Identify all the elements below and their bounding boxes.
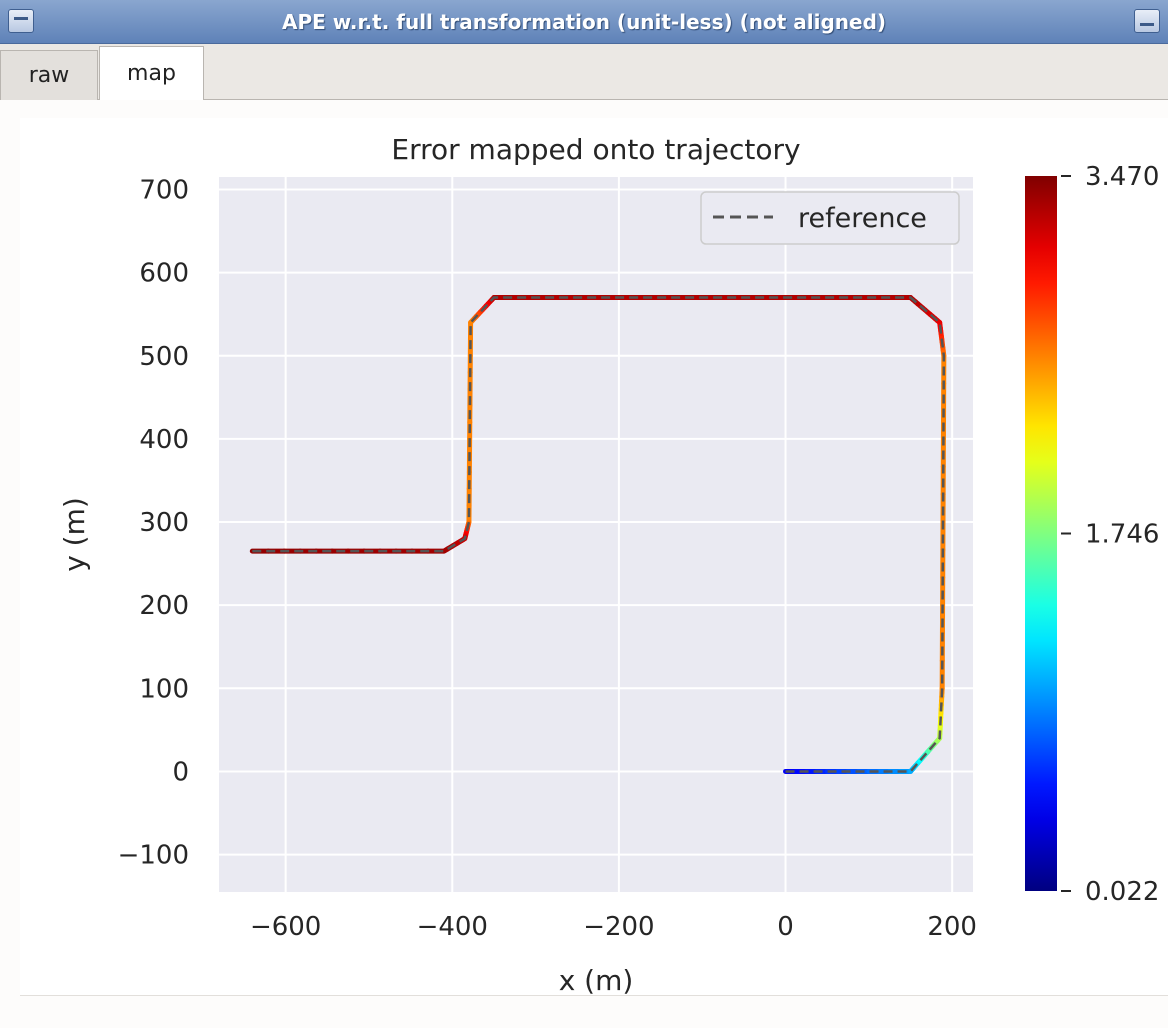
window-menu-button[interactable] — [8, 9, 34, 33]
y-tick-label: 300 — [139, 508, 189, 538]
y-tick-label: 500 — [139, 342, 189, 372]
plot-area — [219, 177, 973, 892]
legend-label-reference: reference — [798, 203, 927, 234]
reference-line — [252, 296, 946, 773]
minimize-button[interactable] — [1134, 9, 1160, 33]
colorbar — [1025, 176, 1057, 891]
y-tick-label: 400 — [139, 425, 189, 455]
colorbar-tick-label: 3.470 — [1085, 162, 1159, 192]
y-axis-label: y (m) — [58, 497, 91, 572]
y-tick-label: 0 — [172, 757, 189, 787]
colorbar-tick-label: 1.746 — [1085, 520, 1159, 550]
window-title: APE w.r.t. full transformation (unit-les… — [281, 10, 887, 34]
x-tick-label: −600 — [250, 912, 321, 942]
chart-title: Error mapped onto trajectory — [391, 133, 800, 166]
y-tick-label: 100 — [139, 674, 189, 704]
y-tick-label: −100 — [118, 841, 189, 871]
y-tick-label: 700 — [139, 175, 189, 205]
legend: reference — [700, 191, 960, 245]
x-tick-label: −200 — [583, 912, 654, 942]
x-axis-label: x (m) — [559, 964, 634, 997]
x-tick-label: −400 — [417, 912, 488, 942]
tab-bar: raw map — [0, 44, 1168, 101]
tab-map[interactable]: map — [99, 46, 204, 101]
colorbar-tick-label: 0.022 — [1085, 877, 1159, 907]
x-tick-label: 200 — [927, 912, 977, 942]
window-titlebar: APE w.r.t. full transformation (unit-les… — [0, 0, 1168, 44]
trajectory-chart: −600 −400 −200 0 200 −100 0 100 200 300 400 500 600 7… — [20, 118, 1168, 997]
figure-divider — [20, 995, 1168, 996]
y-tick-label: 200 — [139, 591, 189, 621]
legend-box — [700, 191, 960, 245]
y-tick-label: 600 — [139, 259, 189, 289]
figure-canvas: −600 −400 −200 0 200 −100 0 100 200 300 400 500 600 7… — [0, 100, 1168, 1028]
tab-raw[interactable]: raw — [0, 50, 98, 100]
x-tick-label: 0 — [777, 912, 794, 942]
